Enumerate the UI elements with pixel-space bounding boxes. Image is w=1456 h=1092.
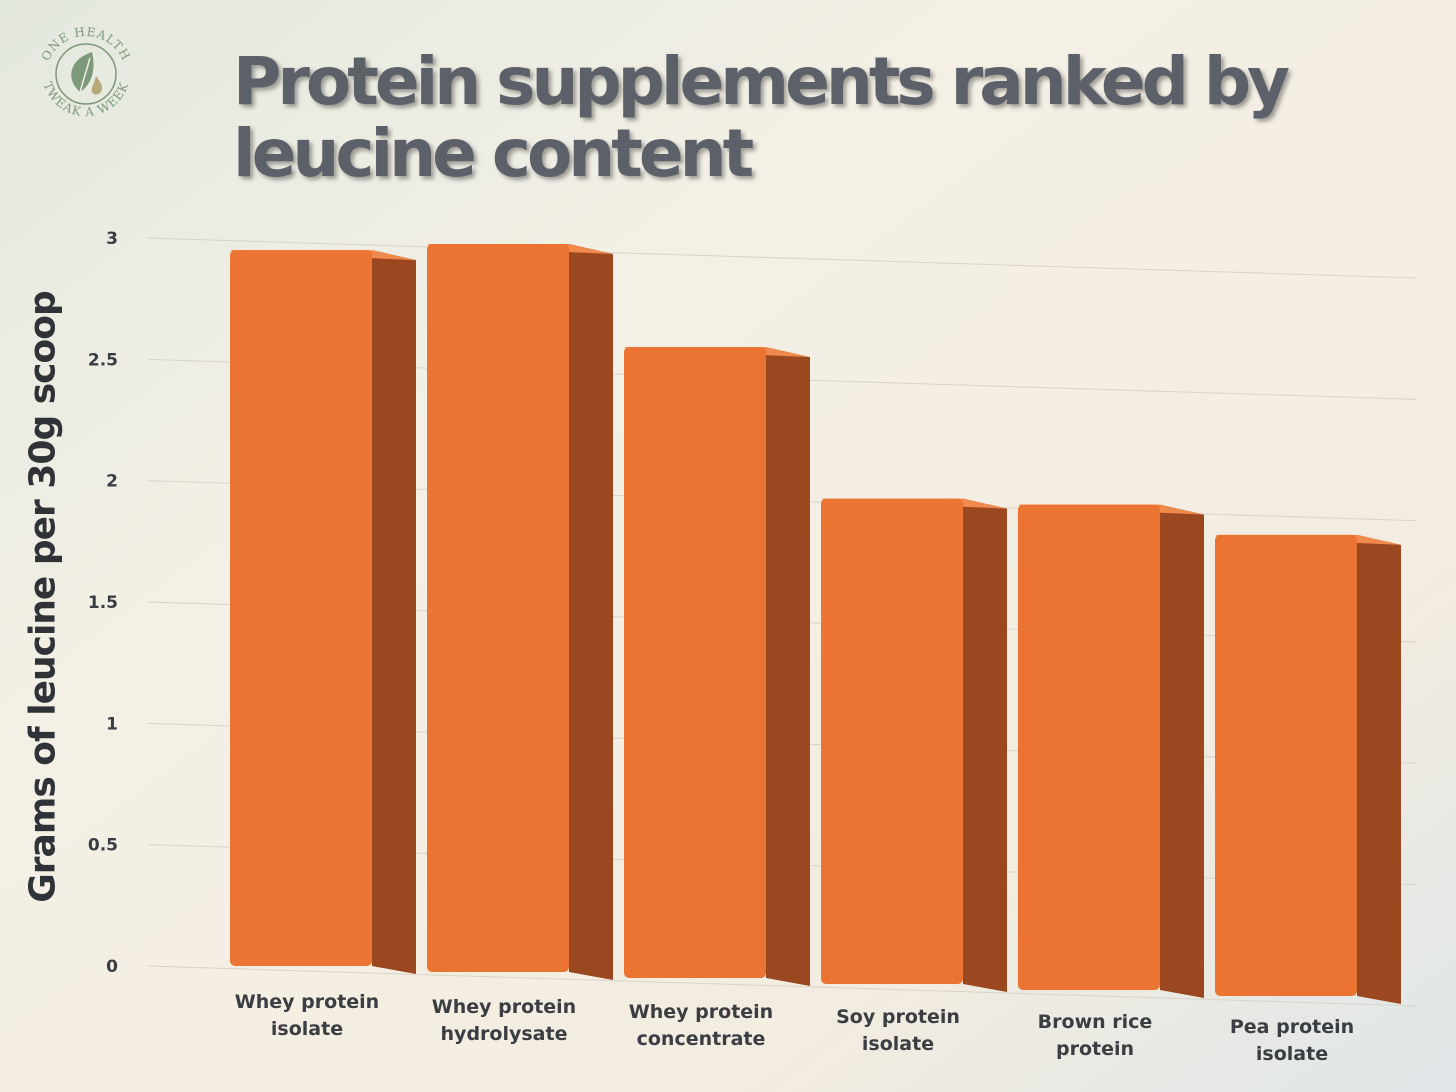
bar-side (1357, 534, 1401, 1004)
x-tick-label: Whey protein concentrate (629, 1001, 773, 1050)
y-tick-label: 0.5 (88, 836, 118, 856)
bar-front (1018, 504, 1160, 990)
bar (821, 498, 1007, 992)
bars (230, 244, 1401, 1004)
y-axis-label: Grams of leucine per 30g scoop (22, 291, 64, 903)
bar-side (766, 347, 810, 987)
x-axis-labels: Whey protein isolate Whey protein hydrolysa… (235, 991, 1354, 1065)
bar (624, 347, 810, 987)
chart-title-line-1: Protein supplements ranked by (233, 43, 1290, 120)
y-tick-label: 1.5 (88, 593, 118, 613)
x-tick-label-line: Pea protein (1230, 1016, 1354, 1038)
leaf-drop-icon (71, 52, 103, 95)
x-tick-label: Soy protein isolate (836, 1006, 960, 1055)
y-tick-label: 1 (106, 714, 118, 734)
x-tick-label-line: concentrate (637, 1028, 766, 1050)
x-tick-label-line: isolate (862, 1033, 934, 1055)
bar-front (1215, 534, 1357, 996)
x-tick-label: Whey protein hydrolysate (432, 996, 576, 1045)
x-tick-label-line: Whey protein (629, 1001, 773, 1023)
bar-front (427, 244, 569, 972)
y-axis-ticks: 0 0.5 1 1.5 2 2.5 3 (88, 229, 118, 977)
x-tick-label-line: hydrolysate (441, 1023, 568, 1045)
bar-side (569, 244, 613, 980)
bar-side (963, 498, 1007, 992)
y-tick-label: 2 (106, 472, 118, 492)
x-tick-label: Brown rice protein (1038, 1011, 1153, 1060)
bar-side (1160, 504, 1204, 998)
chart-title: Protein supplements ranked by leucine co… (233, 46, 1383, 190)
gridline (147, 965, 1417, 1007)
x-tick-label: Whey protein isolate (235, 991, 379, 1040)
x-tick-label-line: isolate (271, 1018, 343, 1040)
x-tick-label-line: Brown rice (1038, 1011, 1153, 1033)
x-tick-label-line: isolate (1256, 1043, 1328, 1065)
bar (427, 244, 613, 980)
x-tick-label: Pea protein isolate (1230, 1016, 1354, 1065)
bar (1215, 534, 1401, 1004)
bar-front (230, 250, 372, 967)
bar-side (372, 250, 416, 975)
gridline (147, 237, 1417, 279)
chart-title-line-2: leucine content (233, 115, 754, 192)
x-tick-label-line: Whey protein (235, 991, 379, 1013)
y-tick-label: 2.5 (88, 350, 118, 370)
bar (230, 250, 416, 975)
bar-front (821, 498, 963, 984)
bar (1018, 504, 1204, 998)
bar-front (624, 347, 766, 979)
y-tick-label: 0 (106, 957, 118, 977)
y-tick-label: 3 (106, 229, 118, 249)
x-tick-label-line: Whey protein (432, 996, 576, 1018)
x-tick-label-line: Soy protein (836, 1006, 960, 1028)
x-tick-label-line: protein (1056, 1038, 1134, 1060)
logo: ONE HEALTH TWEAK A WEEK (39, 25, 133, 120)
